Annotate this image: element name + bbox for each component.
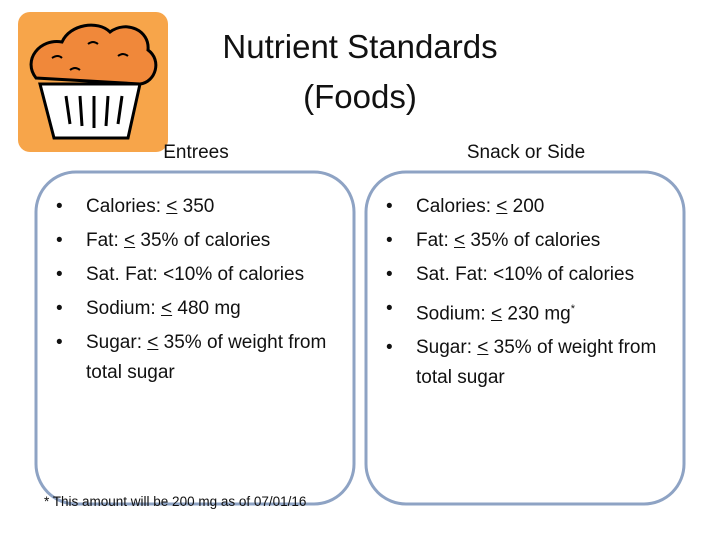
item-text: Fat: — [416, 230, 455, 251]
item-operator: < — [490, 303, 503, 325]
muffin-icon — [18, 12, 168, 152]
footnote-marker: * — [570, 303, 576, 315]
item-text: Sodium: — [416, 303, 491, 325]
item-text: Sugar: — [86, 332, 148, 353]
bullet-list: Calories: < 200 Fat: < 35% of calories Sat… — [386, 192, 676, 397]
item-text: Sat. Fat: <10% of calories — [416, 264, 635, 285]
bullet-item: Calories: < 200 — [386, 192, 676, 222]
item-value: 350 — [177, 196, 215, 217]
item-text: Calories: — [416, 196, 497, 217]
bullet-item: Sodium: < 480 mg — [56, 294, 346, 324]
item-text: Sugar: — [416, 337, 478, 359]
bullet-item: Sat. Fat: <10% of calories — [56, 260, 346, 290]
left-box — [34, 170, 356, 506]
item-text: Fat: — [86, 230, 125, 251]
item-text: Sat. Fat: <10% of calories — [86, 264, 305, 285]
bullet-item: Sugar: < 35% of weight from total sugar — [386, 333, 676, 393]
item-operator: < — [147, 332, 159, 353]
column-heading: Snack or Side — [466, 142, 586, 163]
title-line: (Foods) — [303, 78, 417, 115]
item-value: 480 mg — [172, 298, 241, 319]
item-value: 230 mg — [502, 303, 571, 325]
item-value: 35% of weight from total sugar — [86, 332, 332, 383]
item-value: 35% of calories — [135, 230, 271, 251]
footnote: * This amount will be 200 mg as of 07/01… — [44, 494, 307, 509]
item-operator: < — [166, 196, 178, 217]
item-value: 35% of weight from total sugar — [416, 337, 662, 389]
item-operator: < — [454, 230, 466, 251]
bullet-item: Sat. Fat: <10% of calories — [386, 260, 676, 290]
bullet-item: Fat: < 35% of calories — [56, 226, 346, 256]
right-box — [364, 170, 686, 506]
column-heading: Entrees — [163, 142, 229, 163]
item-operator: < — [477, 337, 489, 359]
bullet-item: Sodium: < 230 mg* — [386, 294, 676, 329]
bullet-item: Fat: < 35% of calories — [386, 226, 676, 256]
item-value: 35% of calories — [465, 230, 601, 251]
bullet-list: Calories: < 350 Fat: < 35% of calories Sat… — [56, 192, 346, 392]
title: Nutrient Standards (Foods) — [150, 22, 570, 122]
title-line: Nutrient Standards — [222, 28, 498, 65]
item-text: Calories: — [86, 196, 167, 217]
item-text: Sodium: — [86, 298, 161, 319]
bullet-item: Sugar: < 35% of weight from total sugar — [56, 328, 346, 388]
item-operator: < — [124, 230, 136, 251]
bullet-item: Calories: < 350 — [56, 192, 346, 222]
item-operator: < — [160, 298, 173, 319]
item-operator: < — [496, 196, 508, 217]
item-value: 200 — [507, 196, 545, 217]
